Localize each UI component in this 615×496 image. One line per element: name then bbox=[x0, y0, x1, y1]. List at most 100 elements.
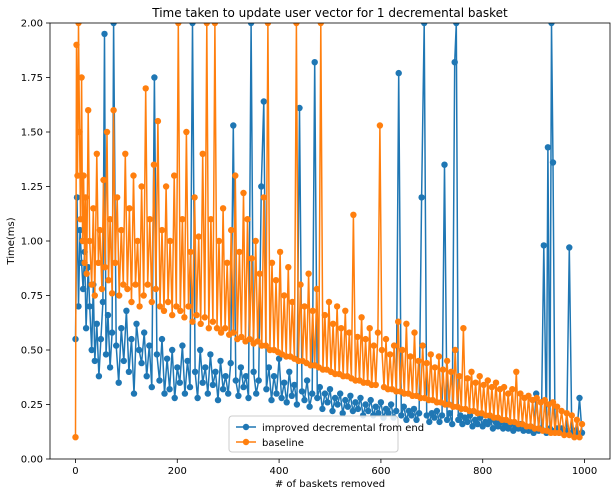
data-point bbox=[438, 412, 446, 419]
data-point bbox=[194, 394, 201, 402]
data-point bbox=[476, 373, 483, 380]
data-point bbox=[133, 320, 140, 327]
data-point bbox=[549, 159, 557, 166]
data-point bbox=[116, 292, 123, 299]
data-point bbox=[443, 416, 451, 423]
series-line bbox=[74, 23, 583, 438]
data-point bbox=[362, 335, 369, 343]
data-point bbox=[264, 23, 272, 27]
data-point bbox=[262, 342, 270, 349]
data-point bbox=[317, 23, 324, 27]
data-point bbox=[104, 311, 112, 319]
data-point bbox=[250, 368, 257, 375]
data-point bbox=[158, 226, 166, 234]
data-point bbox=[146, 342, 153, 349]
data-point bbox=[297, 281, 304, 288]
data-point bbox=[164, 298, 172, 306]
data-point bbox=[431, 414, 438, 421]
data-point bbox=[80, 172, 87, 179]
data-point bbox=[452, 346, 459, 354]
data-point bbox=[124, 285, 131, 293]
data-point bbox=[329, 320, 337, 327]
y-tick-label: 1.25 bbox=[21, 182, 43, 193]
data-point bbox=[191, 194, 198, 201]
data-point bbox=[197, 346, 204, 354]
data-point bbox=[179, 342, 186, 349]
data-point bbox=[77, 216, 84, 223]
data-point bbox=[427, 351, 434, 358]
data-point bbox=[576, 434, 583, 441]
data-point bbox=[484, 377, 491, 384]
data-point bbox=[150, 161, 158, 168]
data-point bbox=[120, 281, 127, 288]
data-point bbox=[215, 237, 223, 245]
data-point bbox=[114, 194, 121, 201]
data-point bbox=[289, 298, 296, 306]
data-point bbox=[169, 311, 176, 319]
data-point bbox=[83, 270, 90, 277]
data-point bbox=[82, 325, 90, 332]
data-point bbox=[459, 420, 466, 428]
data-point bbox=[108, 329, 116, 336]
data-point bbox=[175, 23, 182, 27]
x-tick-label: 0 bbox=[72, 466, 78, 477]
data-point bbox=[93, 320, 101, 327]
data-point bbox=[293, 23, 300, 27]
data-point bbox=[189, 318, 196, 325]
data-point bbox=[273, 390, 280, 397]
data-point bbox=[148, 298, 155, 306]
legend-swatch-marker bbox=[242, 438, 250, 446]
data-point bbox=[421, 23, 428, 27]
data-point bbox=[128, 298, 135, 306]
data-point bbox=[202, 364, 209, 371]
data-point bbox=[125, 368, 133, 375]
data-point bbox=[563, 410, 570, 417]
data-point bbox=[509, 386, 516, 393]
data-point bbox=[156, 303, 164, 310]
data-point bbox=[179, 216, 186, 223]
data-point bbox=[411, 329, 418, 336]
data-point bbox=[500, 383, 508, 391]
data-point bbox=[346, 329, 353, 336]
data-point bbox=[281, 379, 288, 386]
data-point bbox=[301, 396, 308, 404]
data-point bbox=[177, 307, 184, 314]
data-point bbox=[244, 216, 251, 223]
data-point bbox=[205, 325, 212, 332]
data-point bbox=[253, 390, 260, 397]
data-point bbox=[85, 107, 92, 114]
chart-title-group: Time taken to update user vector for 1 d… bbox=[151, 6, 508, 20]
data-point bbox=[415, 410, 423, 417]
data-point bbox=[357, 394, 364, 402]
data-point bbox=[255, 377, 262, 384]
data-point bbox=[272, 277, 280, 284]
data-point bbox=[436, 418, 443, 426]
data-point bbox=[400, 403, 407, 410]
data-point bbox=[154, 117, 162, 125]
data-point bbox=[408, 412, 415, 419]
data-point bbox=[140, 292, 147, 299]
data-point bbox=[232, 377, 239, 384]
data-point bbox=[270, 373, 278, 380]
data-point bbox=[88, 346, 95, 354]
data-point bbox=[171, 394, 178, 402]
data-point bbox=[395, 69, 402, 77]
data-point bbox=[344, 403, 351, 410]
data-point bbox=[81, 259, 88, 266]
data-point bbox=[352, 399, 359, 406]
y-tick-label: 0.25 bbox=[21, 400, 43, 411]
data-point bbox=[325, 298, 333, 306]
data-point bbox=[217, 329, 225, 336]
data-point bbox=[230, 329, 237, 336]
data-point bbox=[316, 383, 323, 391]
data-point bbox=[410, 405, 418, 413]
y-axis-label: Time(ms) bbox=[6, 217, 17, 265]
data-point bbox=[311, 59, 318, 66]
data-point bbox=[98, 285, 106, 293]
data-point bbox=[362, 401, 369, 408]
data-point bbox=[303, 377, 311, 384]
data-point bbox=[118, 325, 125, 332]
data-point bbox=[230, 122, 237, 129]
data-point bbox=[349, 407, 357, 415]
data-point bbox=[426, 418, 433, 426]
